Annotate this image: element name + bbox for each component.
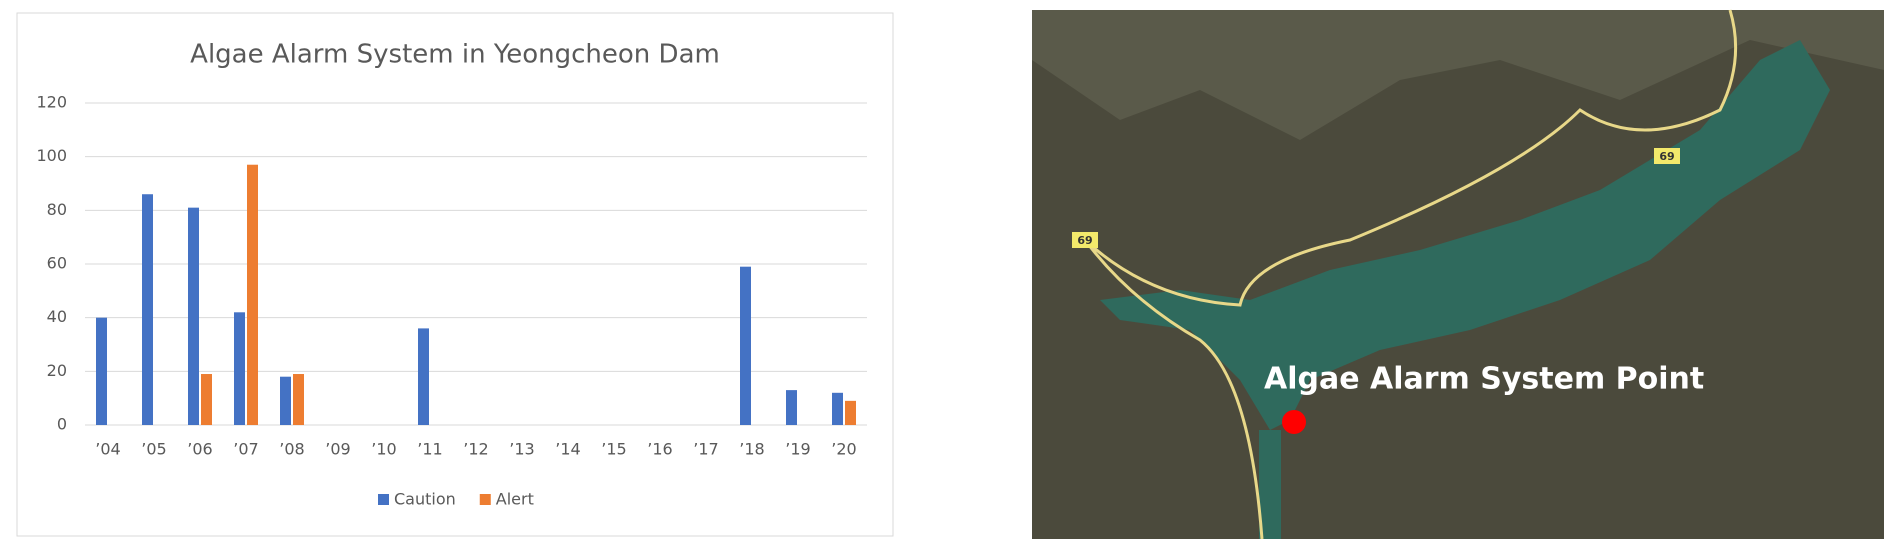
road <box>1083 9 1738 540</box>
y-tick-label: 120 <box>36 93 67 112</box>
y-tick-label: 80 <box>47 200 67 219</box>
chart-title: Algae Alarm System in Yeongcheon Dam <box>190 40 720 70</box>
bar <box>234 312 245 425</box>
bar <box>280 376 291 425</box>
road-label: 69 <box>1077 234 1092 247</box>
y-tick-label: 100 <box>36 146 67 165</box>
x-tick-label: ’04 <box>95 440 120 459</box>
x-tick-label: ’13 <box>509 440 534 459</box>
x-tick-label: ’07 <box>233 440 258 459</box>
legend-swatch <box>378 494 389 505</box>
alarm-point <box>1282 410 1306 434</box>
bar <box>786 390 797 425</box>
y-tick-label: 60 <box>47 254 67 273</box>
map: 69 69 Algae Alarm System Point <box>1032 9 1884 540</box>
x-tick-label: ’15 <box>601 440 626 459</box>
terrain <box>1032 10 1884 140</box>
x-tick-label: ’20 <box>831 440 856 459</box>
road-label: 69 <box>1659 150 1674 163</box>
x-tick-label: ’18 <box>739 440 764 459</box>
x-tick-label: ’17 <box>693 440 718 459</box>
x-tick-label: ’09 <box>325 440 350 459</box>
bar <box>188 207 199 425</box>
x-tick-label: ’05 <box>141 440 166 459</box>
x-tick-label: ’11 <box>417 440 442 459</box>
legend-label: Alert <box>496 490 534 509</box>
x-tick-label: ’12 <box>463 440 488 459</box>
bar <box>740 266 751 425</box>
legend-label: Caution <box>394 490 456 509</box>
x-tick-label: ’19 <box>785 440 810 459</box>
map-label: Algae Alarm System Point <box>1264 362 1704 397</box>
bar <box>142 194 153 425</box>
y-tick-label: 0 <box>57 415 67 434</box>
bar <box>845 400 856 425</box>
bar <box>832 392 843 425</box>
x-tick-label: ’16 <box>647 440 672 459</box>
x-tick-label: ’08 <box>279 440 304 459</box>
bar <box>293 374 304 425</box>
y-tick-label: 20 <box>47 361 67 380</box>
bar <box>201 374 212 425</box>
road-sign <box>1072 232 1098 248</box>
bar <box>418 328 429 425</box>
y-tick-label: 40 <box>47 307 67 326</box>
road-sign <box>1654 148 1680 164</box>
legend-swatch <box>479 494 491 505</box>
lake <box>1100 40 1830 430</box>
x-tick-label: ’10 <box>371 440 396 459</box>
bar <box>247 164 258 425</box>
x-tick-label: ’06 <box>187 440 212 459</box>
x-tick-label: ’14 <box>555 440 580 459</box>
bar <box>96 317 107 425</box>
